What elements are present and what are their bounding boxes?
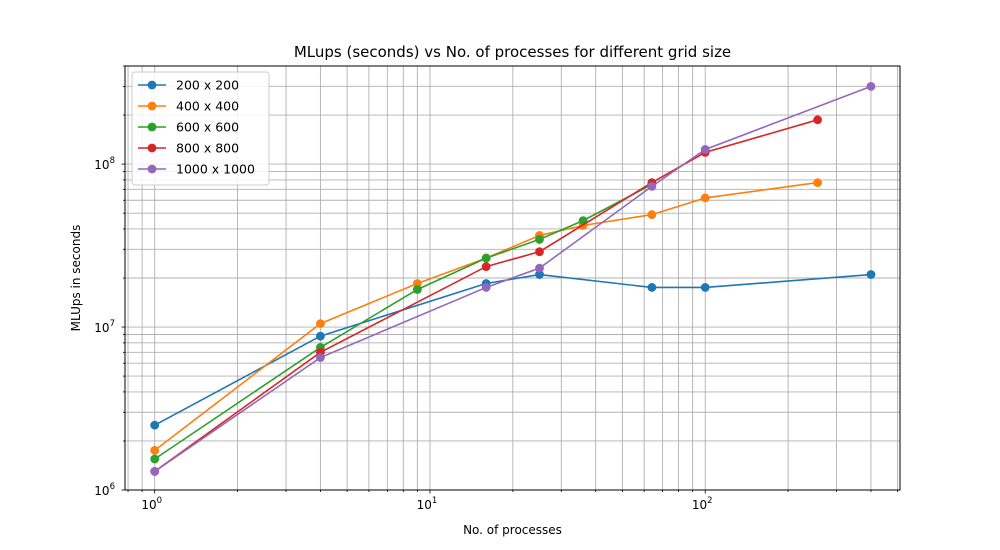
data-point xyxy=(412,285,422,294)
data-point xyxy=(700,145,710,154)
data-point xyxy=(150,445,160,455)
data-point xyxy=(481,283,491,292)
y-axis-label: MLUps in seconds xyxy=(69,225,83,332)
legend-marker xyxy=(147,164,157,174)
data-point xyxy=(535,247,544,257)
data-point xyxy=(316,319,325,328)
data-point xyxy=(316,331,325,341)
data-point xyxy=(535,263,544,273)
data-point xyxy=(813,115,823,125)
data-point xyxy=(647,181,657,191)
data-point xyxy=(481,262,491,271)
legend-marker xyxy=(147,122,157,132)
series-layer xyxy=(150,81,876,476)
data-point xyxy=(150,467,160,476)
chart-title: MLups (seconds) vs No. of processes for … xyxy=(294,43,731,61)
legend-marker xyxy=(147,80,157,90)
legend-item: 1000 x 1000 xyxy=(138,162,255,177)
data-point xyxy=(700,283,710,292)
series-3 xyxy=(150,180,657,464)
data-point xyxy=(647,210,657,219)
data-point xyxy=(647,283,657,292)
legend-label: 200 x 200 xyxy=(176,78,239,93)
data-point xyxy=(150,420,160,430)
data-point xyxy=(866,81,876,91)
legend-marker xyxy=(147,101,157,111)
legend-label: 1000 x 1000 xyxy=(176,162,255,177)
legend-label: 400 x 400 xyxy=(176,99,239,114)
legend-item: 400 x 400 xyxy=(138,99,239,114)
data-point xyxy=(316,353,325,362)
legend-label: 600 x 600 xyxy=(176,120,239,135)
series-5 xyxy=(150,81,876,476)
series-1 xyxy=(150,270,876,430)
data-point xyxy=(535,270,544,279)
legend: 200 x 200 400 x 400 600 x 600 800 x 800 1000… xyxy=(131,71,270,186)
data-point xyxy=(481,253,491,263)
legend-item: 200 x 200 xyxy=(138,78,239,93)
legend-label: 800 x 800 xyxy=(176,141,239,156)
legend-item: 600 x 600 xyxy=(138,120,239,135)
data-point xyxy=(813,178,823,188)
legend-item: 800 x 800 xyxy=(138,141,239,156)
data-point xyxy=(535,235,544,244)
data-point xyxy=(700,193,710,203)
data-point xyxy=(150,454,160,464)
legend-marker xyxy=(147,143,157,153)
x-axis-label: No. of processes xyxy=(463,523,562,537)
legend-box xyxy=(131,71,270,186)
data-point xyxy=(866,270,876,279)
